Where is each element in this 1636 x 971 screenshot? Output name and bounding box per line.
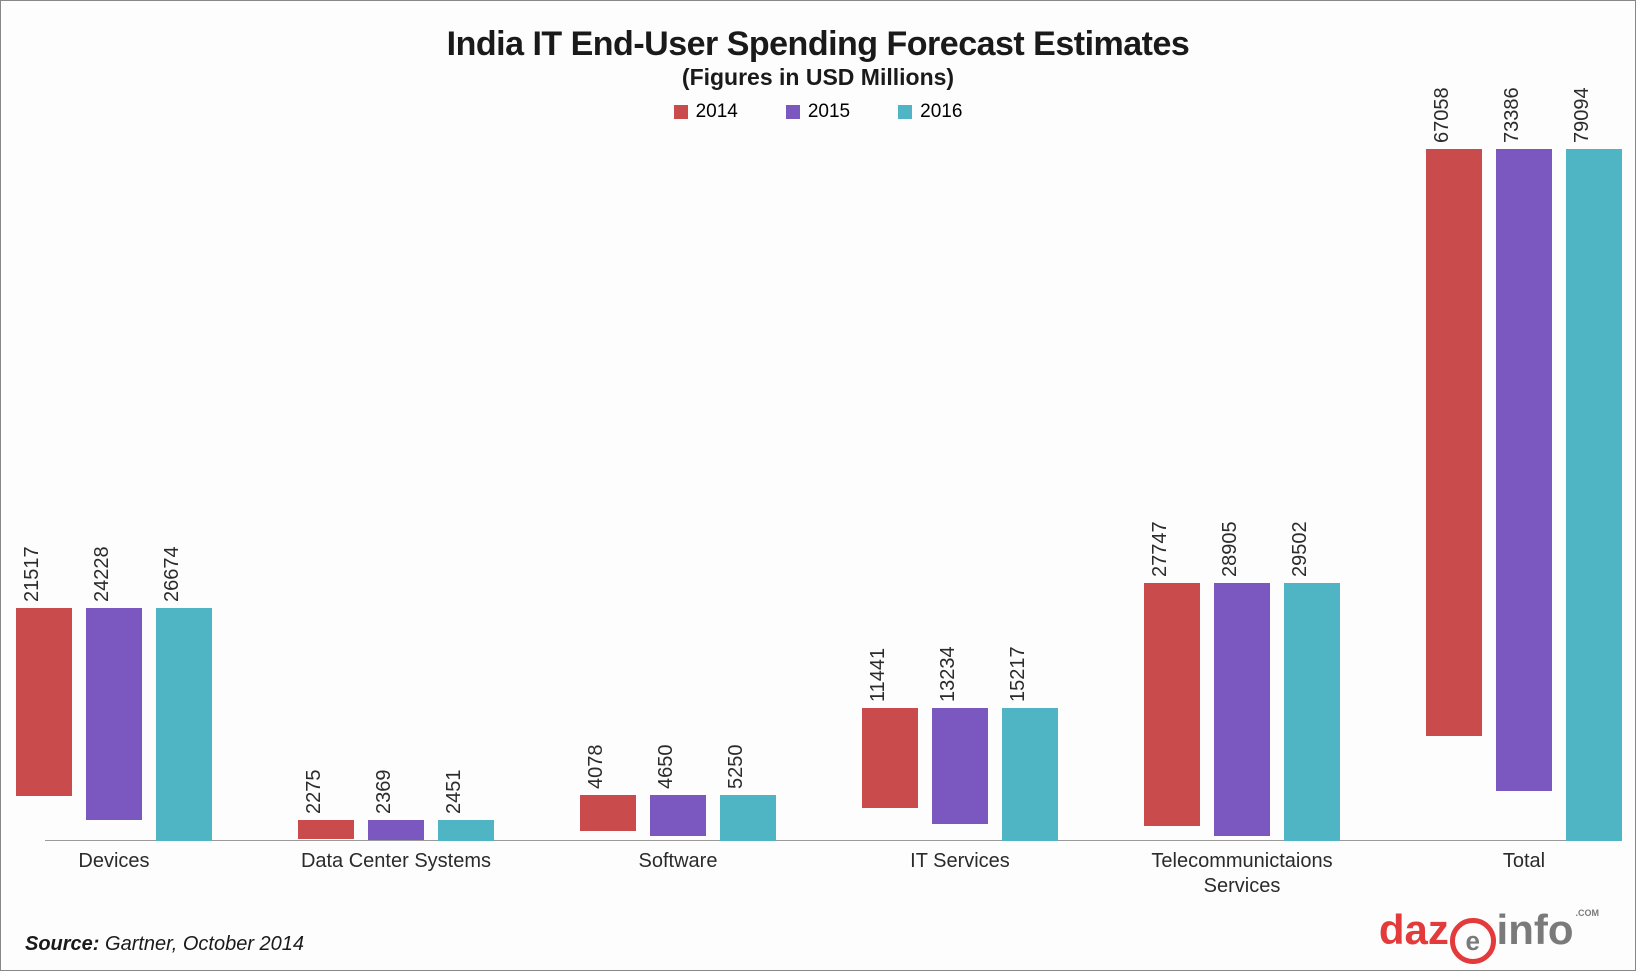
legend-swatch-2015 xyxy=(786,105,800,119)
logo-part1: daz xyxy=(1379,906,1449,954)
bar-value-label: 2369 xyxy=(373,769,396,814)
bar: 4650 xyxy=(650,795,706,836)
bar: 15217 xyxy=(1002,708,1058,841)
bar: 2451 xyxy=(438,820,494,841)
x-axis-label: IT Services xyxy=(832,849,1088,874)
bar-value-label: 24228 xyxy=(91,546,114,602)
bar-value-label: 79094 xyxy=(1571,87,1594,143)
bar-value-label: 26674 xyxy=(161,546,184,602)
x-axis-line xyxy=(45,840,1593,841)
dazeinfo-logo: daz e info .COM xyxy=(1379,906,1599,958)
bar-value-label: 15217 xyxy=(1007,646,1030,702)
bar: 27747 xyxy=(1144,583,1200,826)
x-axis-label: Software xyxy=(550,849,806,874)
chart-title: India IT End-User Spending Forecast Esti… xyxy=(25,25,1611,64)
legend-swatch-2016 xyxy=(898,105,912,119)
bar-value-label: 2275 xyxy=(303,769,326,814)
bar: 79094 xyxy=(1566,149,1622,841)
bar-value-label: 73386 xyxy=(1501,87,1524,143)
chart-frame: India IT End-User Spending Forecast Esti… xyxy=(0,0,1636,971)
logo-part2: info xyxy=(1497,906,1574,954)
legend-swatch-2014 xyxy=(674,105,688,119)
bar: 11441 xyxy=(862,708,918,808)
bar-group: 277472890529502 xyxy=(1144,583,1340,841)
bar-value-label: 28905 xyxy=(1219,521,1242,577)
bar: 67058 xyxy=(1426,149,1482,736)
legend-label-2016: 2016 xyxy=(920,101,962,123)
x-axis-label: TelecommunictaionsServices xyxy=(1114,849,1370,899)
bar-group: 114411323415217 xyxy=(862,708,1058,841)
bar-value-label: 27747 xyxy=(1149,521,1172,577)
x-axis-label: Devices xyxy=(0,849,242,874)
legend: 2014 2015 2016 xyxy=(25,101,1611,123)
bar: 26674 xyxy=(156,608,212,841)
x-axis-label: Total xyxy=(1396,849,1636,874)
bar: 29502 xyxy=(1284,583,1340,841)
bar: 2275 xyxy=(298,820,354,840)
legend-item-2014: 2014 xyxy=(674,101,738,123)
bar: 13234 xyxy=(932,708,988,824)
bar-value-label: 2451 xyxy=(443,769,466,814)
source-citation: Source: Gartner, October 2014 xyxy=(25,933,304,956)
bar: 2369 xyxy=(368,820,424,841)
bar-value-label: 13234 xyxy=(937,646,960,702)
bar-value-label: 29502 xyxy=(1289,521,1312,577)
bar: 21517 xyxy=(16,608,72,796)
bar-value-label: 4078 xyxy=(585,745,608,790)
logo-ring-icon: e xyxy=(1450,918,1496,964)
bar-value-label: 21517 xyxy=(21,546,44,602)
bar: 73386 xyxy=(1496,149,1552,791)
logo-suffix: .COM xyxy=(1576,908,1600,918)
x-axis-labels: DevicesData Center SystemsSoftwareIT Ser… xyxy=(45,849,1593,909)
bar-value-label: 11441 xyxy=(867,648,890,702)
bar: 24228 xyxy=(86,608,142,820)
legend-item-2015: 2015 xyxy=(786,101,850,123)
bar: 5250 xyxy=(720,795,776,841)
bar-value-label: 4650 xyxy=(655,745,678,790)
legend-item-2016: 2016 xyxy=(898,101,962,123)
bar-value-label: 67058 xyxy=(1431,87,1454,143)
legend-label-2014: 2014 xyxy=(696,101,738,123)
legend-label-2015: 2015 xyxy=(808,101,850,123)
plot-area: 2151724228266742275236924514078465052501… xyxy=(45,141,1593,841)
x-axis-label: Data Center Systems xyxy=(268,849,524,874)
source-label: Source: xyxy=(25,933,99,955)
bar-value-label: 5250 xyxy=(725,745,748,790)
bar: 28905 xyxy=(1214,583,1270,836)
bar-group: 670587338679094 xyxy=(1426,149,1622,841)
bar-group: 215172422826674 xyxy=(16,608,212,841)
chart-subtitle: (Figures in USD Millions) xyxy=(25,64,1611,91)
source-value: Gartner, October 2014 xyxy=(105,933,304,955)
bar-group: 2275 2369 2451 xyxy=(298,820,494,841)
bar: 4078 xyxy=(580,795,636,831)
bar-group: 4078 4650 5250 xyxy=(580,795,776,841)
